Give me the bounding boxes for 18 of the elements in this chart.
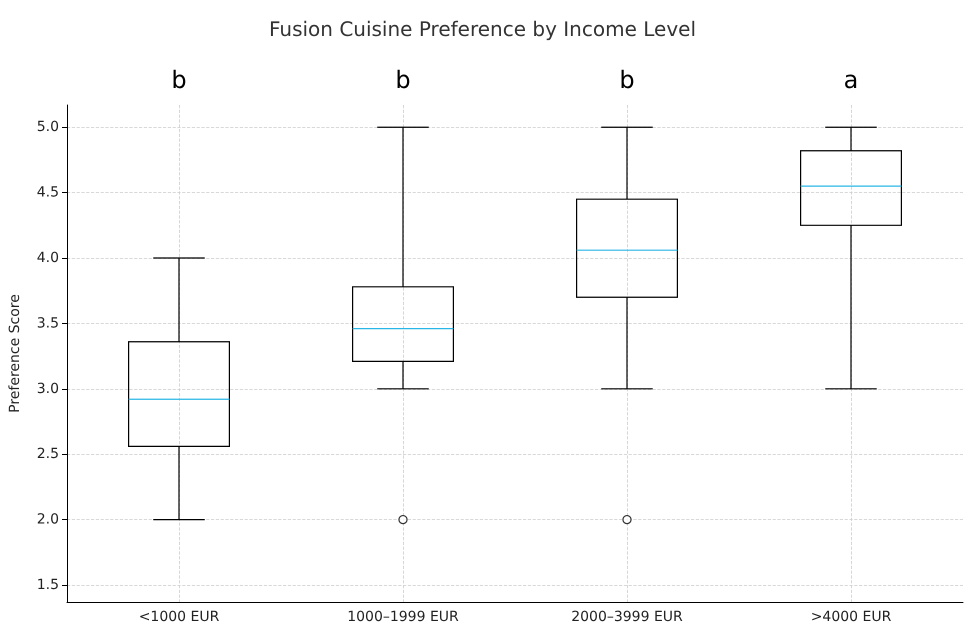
x-tick-label: <1000 EUR — [138, 609, 220, 624]
y-axis-title: Preference Score — [7, 294, 23, 413]
y-tick-label: 2.0 — [36, 512, 59, 528]
x-tick-label: 2000–3999 EUR — [571, 609, 684, 624]
y-tick-label: 1.5 — [36, 576, 59, 593]
y-tick-label: 4.5 — [36, 184, 59, 201]
text: b — [619, 66, 635, 94]
text: b — [395, 66, 411, 94]
y-tick-label: 5.0 — [36, 119, 59, 136]
text: a — [844, 66, 858, 94]
x-tick-label: 1000–1999 EUR — [347, 609, 460, 624]
y-tick-label: 3.5 — [36, 315, 59, 332]
y-tick-label: 3.0 — [36, 380, 59, 397]
text: b — [171, 66, 187, 94]
y-tick-label: 4.0 — [36, 250, 59, 266]
y-tick-label: 2.5 — [36, 446, 59, 462]
chart-title: Fusion Cuisine Preference by Income Level — [268, 17, 696, 41]
x-tick-label: >4000 EUR — [810, 609, 892, 624]
